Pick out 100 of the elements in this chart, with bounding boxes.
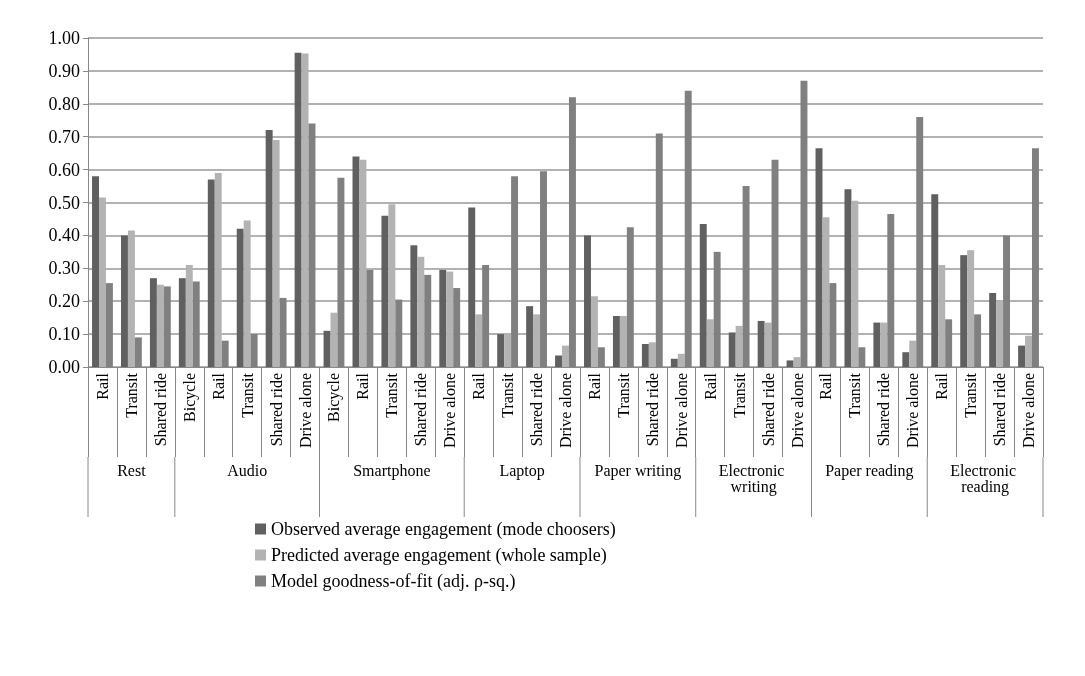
y-tick-label: 0.50	[48, 192, 80, 213]
bar	[648, 342, 656, 367]
x-tick-label: Rail	[354, 372, 372, 400]
bar	[641, 343, 649, 367]
x-tick-label: Shared ride	[528, 373, 546, 447]
bar	[439, 269, 447, 367]
bar	[468, 207, 476, 367]
bar	[699, 223, 707, 367]
bar	[533, 314, 541, 367]
bar	[902, 352, 910, 367]
bar	[967, 250, 975, 367]
bar	[504, 334, 512, 367]
legend-label: Observed average engagement (mode choosers)	[271, 519, 616, 540]
x-tick-label: Transit	[730, 372, 748, 418]
bar	[786, 360, 794, 367]
bar	[497, 334, 505, 367]
x-tick-label: Shared ride	[759, 373, 777, 447]
x-tick-label: Transit	[238, 372, 256, 418]
bar	[562, 345, 569, 367]
x-tick-label: Transit	[383, 372, 401, 418]
y-tick-label: 0.00	[48, 357, 80, 377]
bar	[417, 256, 425, 367]
bar	[214, 172, 222, 367]
bar	[99, 197, 106, 367]
legend-label: Predicted average engagement (whole sample)	[271, 545, 607, 566]
bar	[757, 320, 765, 367]
bar	[706, 319, 714, 367]
bar	[120, 235, 128, 367]
x-tick-label: Drive alone	[296, 373, 314, 449]
bar	[207, 179, 215, 367]
x-tick-label: Drive alone	[557, 373, 574, 449]
x-tick-label: Transit	[962, 372, 980, 418]
x-tick-label: Rail	[470, 372, 488, 400]
bar	[301, 53, 309, 367]
bar	[989, 292, 997, 367]
text: Electronic writing	[718, 461, 789, 496]
bar	[822, 217, 830, 367]
bar	[243, 220, 251, 367]
y-tick-label: 0.40	[48, 225, 80, 246]
bar	[873, 322, 881, 367]
y-tick-label: 0.70	[48, 126, 80, 147]
text: Paper reading	[825, 461, 914, 480]
x-tick-label: Drive alone	[904, 373, 922, 449]
bar	[178, 278, 186, 367]
bar	[590, 296, 598, 367]
text: Smartphone	[353, 461, 431, 480]
bar	[156, 284, 164, 367]
x-tick-label: Rail	[933, 372, 951, 400]
x-tick-label: Shared ride	[412, 373, 430, 447]
bar	[185, 265, 193, 367]
x-tick-label: Transit	[122, 372, 140, 418]
bar	[410, 245, 418, 367]
text: Audio	[227, 461, 268, 479]
bar	[1025, 335, 1032, 367]
x-tick-label: Transit	[846, 372, 864, 418]
x-tick-label: Shared ride	[991, 373, 1009, 447]
bar	[236, 228, 244, 367]
legend-label: Model goodness-of-fit (adj. ρ-sq.)	[271, 571, 516, 592]
x-tick-label: Rail	[817, 372, 835, 400]
y-tick-label: 0.20	[48, 291, 80, 312]
bar	[612, 316, 620, 367]
bar	[996, 301, 1004, 367]
bar	[381, 215, 389, 367]
x-tick-label: Transit	[614, 372, 632, 418]
y-tick-label: 0.10	[48, 324, 80, 345]
bar	[851, 200, 859, 367]
bar	[294, 52, 302, 367]
bar	[265, 130, 273, 367]
x-tick-label: Rail	[701, 372, 719, 400]
x-tick-label: Bicycle	[180, 373, 199, 422]
bar	[92, 176, 99, 367]
bar	[272, 139, 280, 367]
bar	[909, 340, 917, 367]
bar	[149, 278, 157, 367]
y-tick-label: 0.90	[48, 60, 80, 81]
y-tick-label: 0.60	[48, 159, 80, 180]
x-tick-label: Transit	[499, 372, 517, 418]
bar	[670, 358, 678, 367]
bar	[359, 159, 367, 367]
bar	[388, 204, 396, 367]
x-tick-label: Rail	[209, 372, 227, 400]
x-tick-label: Drive alone	[441, 373, 459, 449]
bar	[323, 330, 331, 367]
bar	[735, 325, 743, 367]
bar	[446, 271, 454, 367]
bar	[619, 316, 627, 367]
x-tick-label: Bicycle	[325, 373, 344, 422]
bar	[880, 322, 888, 367]
bar	[127, 230, 135, 367]
text: Rest	[117, 461, 147, 479]
x-tick-label: Shared ride	[267, 373, 285, 447]
x-tick-label: Shared ride	[151, 373, 169, 447]
bar	[960, 255, 968, 367]
bar	[475, 314, 483, 367]
bar	[1018, 345, 1026, 367]
x-tick-label: Drive alone	[788, 373, 806, 449]
y-tick-label: 0.80	[48, 93, 80, 114]
x-tick-label: Rail	[585, 372, 603, 400]
bar	[677, 353, 685, 367]
text: Laptop	[499, 461, 545, 480]
